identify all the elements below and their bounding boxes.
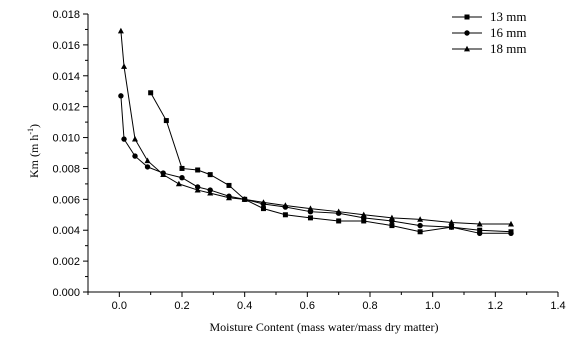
x-tick-label: 0.6 bbox=[300, 300, 315, 312]
data-point bbox=[508, 220, 514, 227]
data-point bbox=[417, 229, 423, 235]
data-point bbox=[307, 215, 313, 221]
data-point bbox=[175, 180, 182, 187]
data-point bbox=[118, 93, 124, 99]
legend-marker bbox=[464, 30, 470, 36]
data-point bbox=[179, 165, 185, 171]
data-point bbox=[476, 220, 483, 227]
data-point bbox=[360, 211, 367, 218]
data-point bbox=[417, 216, 424, 222]
data-point bbox=[388, 214, 395, 221]
y-tick-label: 0.012 bbox=[52, 102, 80, 114]
data-point bbox=[282, 202, 289, 208]
data-point bbox=[226, 194, 232, 201]
data-point bbox=[179, 175, 185, 181]
series-16-mm bbox=[118, 93, 514, 237]
y-tick-label: 0.002 bbox=[52, 256, 80, 268]
data-point bbox=[361, 218, 367, 224]
data-point bbox=[163, 118, 169, 124]
legend-label: 13 mm bbox=[490, 9, 526, 24]
series-line bbox=[120, 30, 511, 225]
data-point bbox=[282, 212, 288, 218]
data-point bbox=[477, 227, 483, 233]
y-tick-label: 0.010 bbox=[52, 133, 80, 145]
data-point bbox=[194, 186, 201, 193]
x-tick-label: 0.2 bbox=[174, 300, 189, 312]
series-layer bbox=[117, 27, 514, 237]
data-point bbox=[207, 172, 213, 178]
y-tick-label: 0.008 bbox=[52, 163, 80, 175]
data-point bbox=[132, 153, 138, 159]
x-tick-label: 1.0 bbox=[425, 300, 440, 312]
y-tick-label: 0.006 bbox=[52, 194, 80, 206]
y-axis-title-main: Km (m h bbox=[27, 135, 41, 178]
data-point bbox=[226, 182, 232, 188]
y-tick-label: 0.014 bbox=[52, 71, 80, 83]
data-point bbox=[389, 223, 395, 229]
data-point bbox=[121, 136, 127, 142]
data-point bbox=[148, 90, 154, 96]
tick-labels: 0.0 0.2 0.4 0.6 0.8 1.0 1.2 1.4 0.000 0.002 0.004 0… bbox=[52, 9, 565, 312]
data-point bbox=[508, 230, 514, 237]
data-point bbox=[335, 208, 342, 215]
data-point bbox=[160, 171, 167, 178]
data-point bbox=[448, 219, 455, 225]
x-tick-label: 0.8 bbox=[362, 300, 377, 312]
x-tick-label: 0.0 bbox=[112, 300, 127, 312]
data-point bbox=[417, 222, 423, 229]
legend-item: 13 mm bbox=[452, 9, 526, 24]
data-point bbox=[121, 63, 128, 69]
data-point bbox=[207, 189, 214, 196]
data-point bbox=[336, 218, 342, 224]
data-point bbox=[195, 167, 201, 173]
legend-label: 18 mm bbox=[490, 41, 526, 56]
data-point bbox=[241, 196, 248, 202]
legend-label: 16 mm bbox=[490, 25, 526, 40]
data-point bbox=[132, 135, 138, 142]
y-axis-title: Km (m h-1) bbox=[26, 124, 41, 178]
x-axis-title: Moisture Content (mass water/mass dry ma… bbox=[210, 320, 439, 334]
y-axis-title-superscript: -1 bbox=[26, 128, 35, 135]
legend-marker bbox=[464, 45, 470, 52]
series-line bbox=[120, 95, 511, 234]
y-tick-label: 0.000 bbox=[52, 287, 80, 299]
series-18-mm bbox=[117, 27, 514, 227]
axes bbox=[87, 14, 558, 293]
y-tick-label: 0.004 bbox=[52, 225, 80, 237]
x-tick-label: 0.4 bbox=[237, 300, 252, 312]
data-point bbox=[448, 224, 455, 230]
y-tick-label: 0.016 bbox=[52, 40, 80, 52]
legend-item: 18 mm bbox=[452, 41, 526, 56]
legend-item: 16 mm bbox=[452, 25, 526, 40]
x-tick-label: 1.4 bbox=[550, 300, 565, 312]
data-point bbox=[260, 199, 267, 205]
legend-marker bbox=[464, 14, 470, 20]
tick-marks bbox=[83, 13, 559, 297]
x-tick-label: 1.2 bbox=[488, 300, 503, 312]
data-point bbox=[144, 164, 151, 170]
y-tick-label: 0.018 bbox=[52, 9, 80, 21]
data-point bbox=[144, 157, 151, 164]
y-axis-title-tail: ) bbox=[27, 124, 41, 128]
data-point bbox=[476, 230, 483, 237]
data-point bbox=[260, 206, 266, 212]
data-point bbox=[307, 205, 314, 211]
data-point bbox=[117, 27, 124, 34]
